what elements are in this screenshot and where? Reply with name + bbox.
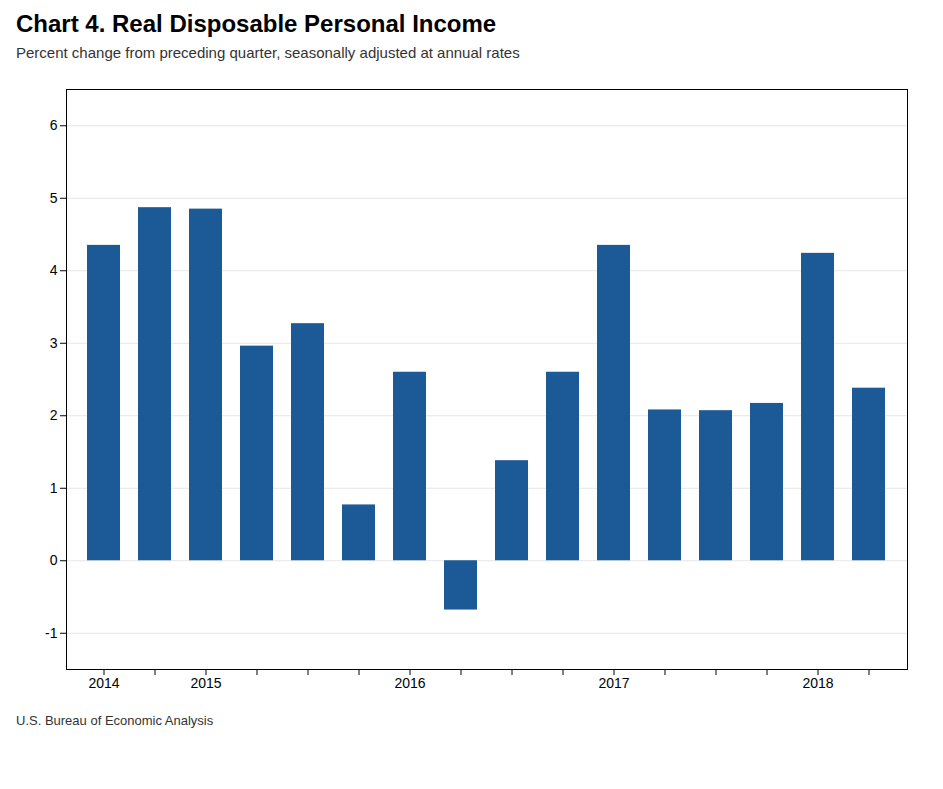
svg-text:3: 3 — [50, 335, 58, 351]
svg-text:6: 6 — [50, 117, 58, 133]
svg-text:4: 4 — [50, 262, 58, 278]
svg-text:2016: 2016 — [394, 675, 425, 691]
svg-text:0: 0 — [50, 552, 58, 568]
svg-text:2: 2 — [50, 407, 58, 423]
svg-text:5: 5 — [50, 190, 58, 206]
svg-text:2017: 2017 — [598, 675, 629, 691]
svg-text:-1: -1 — [45, 625, 58, 641]
svg-text:2014: 2014 — [88, 675, 119, 691]
html-text:Percent change from preceding: Percent change from preceding quarter, s… — [16, 44, 520, 61]
svg-text:2015: 2015 — [190, 675, 221, 691]
svg-text:1: 1 — [50, 480, 58, 496]
html-text:Chart 4. Real Disposable Perso: Chart 4. Real Disposable Personal Income — [16, 10, 497, 37]
html-text:U.S. Bureau of Economic Analys: U.S. Bureau of Economic Analysis — [16, 713, 214, 728]
svg-text:2018: 2018 — [802, 675, 833, 691]
